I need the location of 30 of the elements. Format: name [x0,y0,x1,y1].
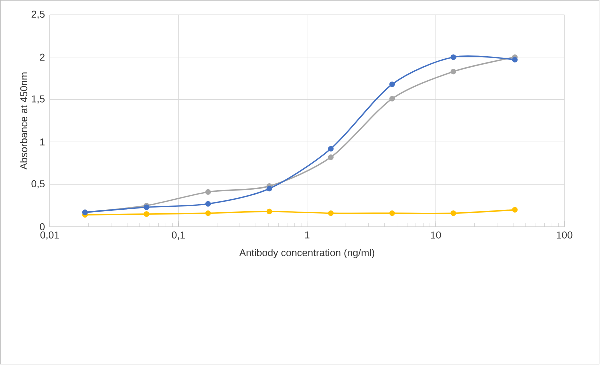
y-tick-label: 1 [40,138,45,146]
point [450,54,456,60]
x-tick-label: 0,1 [172,232,186,240]
point [328,210,334,216]
point [450,210,456,216]
point [512,57,518,63]
y-axis-title: Absorbance at 450nm [20,72,28,170]
point [328,154,334,160]
point [450,69,456,75]
y-tick-label: 2,5 [32,10,45,20]
point [390,82,396,88]
point [512,207,518,213]
point [144,211,150,218]
y-tick-label: 2 [40,54,45,61]
point [328,146,334,152]
x-tick-label: 100 [557,232,573,239]
x-tick-label: 1 [305,232,310,239]
x-tick-label: 0,01 [40,232,60,240]
y-tick-label: 0 [40,223,45,231]
y-tick-label: 1,5 [32,96,45,104]
point [266,208,272,215]
x-axis-title: Antibody concentration (ng/ml) [240,249,375,258]
y-tick-label: 0,5 [32,180,45,189]
point [206,201,212,207]
point [206,210,212,216]
point [390,96,396,102]
point [206,189,212,196]
point [390,210,396,216]
x-tick-label: 10 [431,232,442,239]
point [266,186,272,192]
